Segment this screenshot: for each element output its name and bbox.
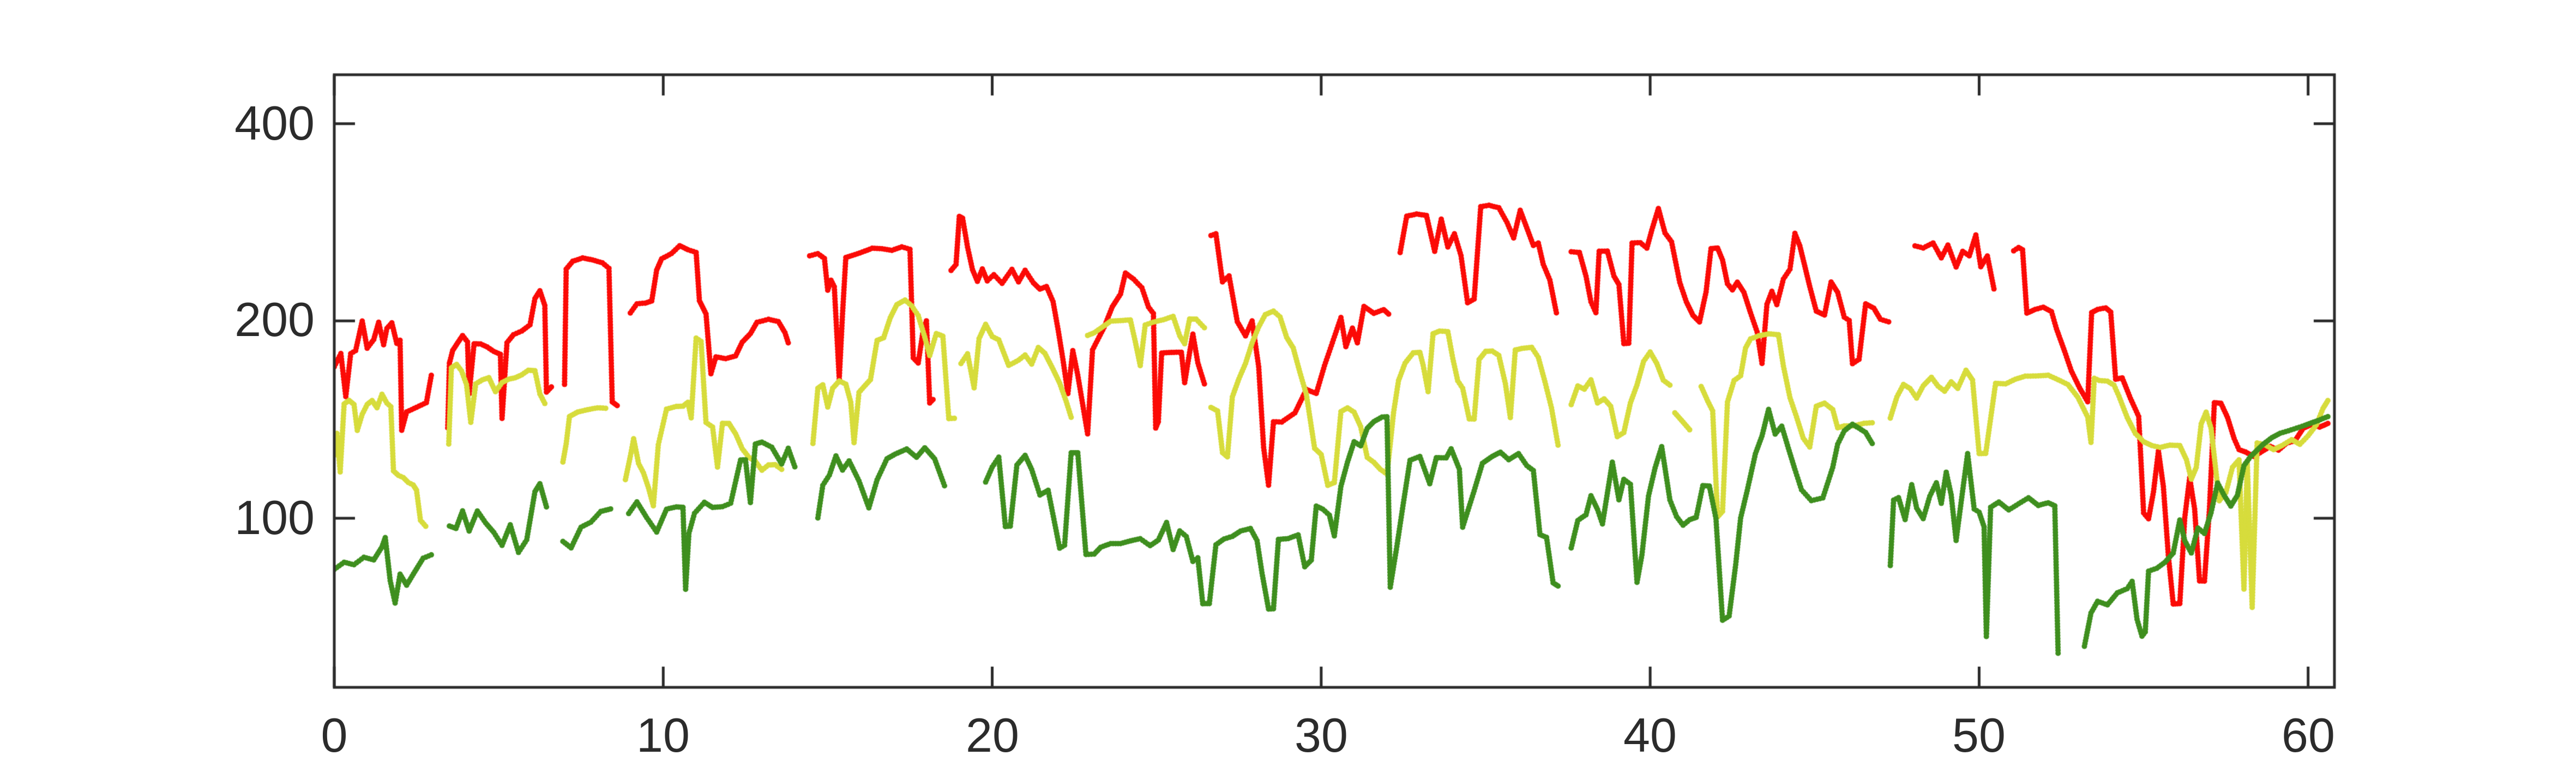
y-tick-label-100: 100 xyxy=(234,490,315,544)
x-tick-label-30: 30 xyxy=(1295,708,1348,762)
y-tick-label-200: 200 xyxy=(234,292,315,346)
x-tick-label-60: 60 xyxy=(2282,708,2335,762)
x-tick-label-10: 10 xyxy=(636,708,690,762)
x-tick-label-40: 40 xyxy=(1623,708,1677,762)
x-tick-label-50: 50 xyxy=(1952,708,2006,762)
y-tick-label-400: 400 xyxy=(234,96,315,150)
x-tick-label-20: 20 xyxy=(966,708,1019,762)
x-tick-label-0: 0 xyxy=(321,708,348,762)
